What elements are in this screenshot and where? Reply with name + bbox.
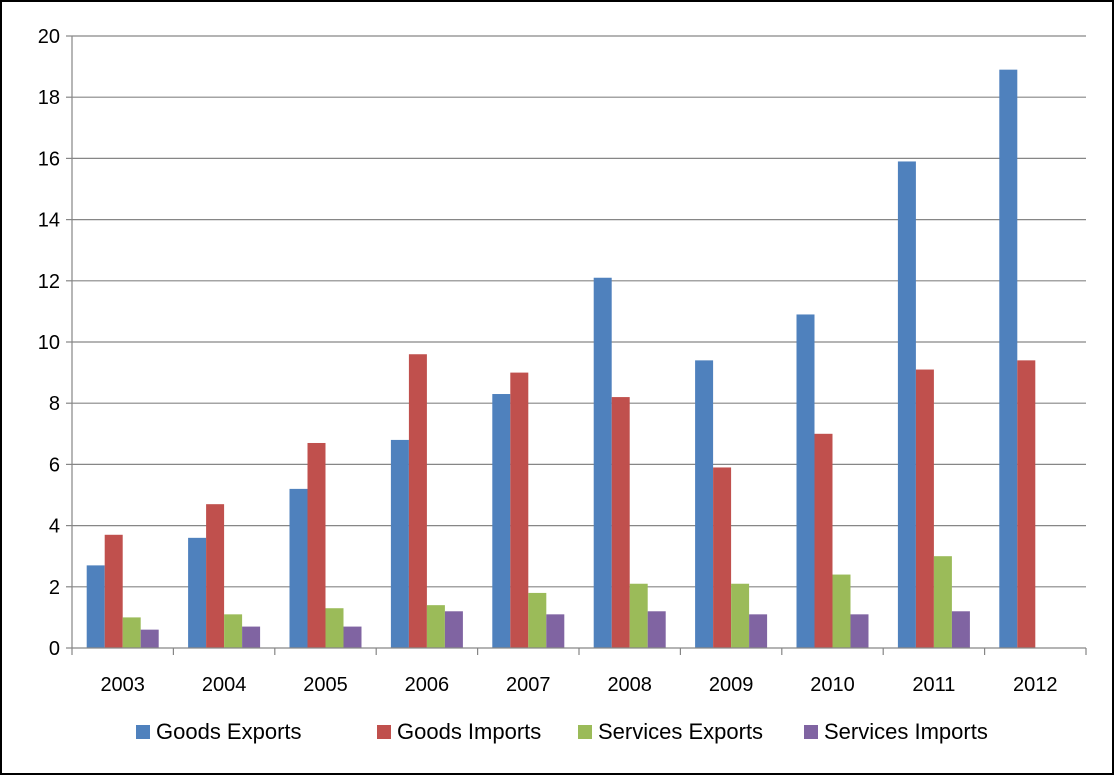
x-tick-label: 2009 xyxy=(709,674,754,696)
x-tick-label: 2011 xyxy=(912,674,955,696)
bar-services-exports-2005 xyxy=(325,608,344,648)
legend-label-services-exports: Services Exports xyxy=(598,719,763,744)
legend: Goods Exports Goods Imports Services Expor… xyxy=(136,719,988,744)
y-tick-label: 12 xyxy=(38,271,60,293)
bar-goods-imports-2010 xyxy=(814,433,833,648)
legend-label-goods-exports: Goods Exports xyxy=(156,719,302,744)
bar-goods-exports-2006 xyxy=(390,439,409,648)
bar-services-exports-2007 xyxy=(528,592,547,648)
bar-services-exports-2008 xyxy=(629,583,648,648)
bar-services-exports-2010 xyxy=(832,574,851,648)
y-axis-tick-labels: 0 2 4 6 8 10 12 14 16 18 20 xyxy=(38,26,60,660)
bar-goods-imports-2009 xyxy=(713,467,732,648)
y-tick-label: 2 xyxy=(49,577,60,599)
bar-goods-imports-2012 xyxy=(1017,360,1036,648)
axes xyxy=(71,36,1087,655)
bars xyxy=(86,69,1036,648)
y-tick-label: 16 xyxy=(38,148,60,170)
y-tick-label: 0 xyxy=(49,638,60,660)
bar-services-imports-2007 xyxy=(546,614,565,648)
bar-services-imports-2005 xyxy=(343,626,362,648)
legend-swatch-services-imports xyxy=(804,725,818,739)
x-tick-label: 2008 xyxy=(607,674,652,696)
bar-goods-exports-2008 xyxy=(593,277,612,648)
bar-services-exports-2009 xyxy=(731,583,750,648)
bar-goods-imports-2003 xyxy=(104,534,123,648)
x-tick-label: 2005 xyxy=(303,674,348,696)
x-tick-label: 2012 xyxy=(1013,674,1058,696)
bar-goods-exports-2010 xyxy=(796,314,815,648)
bar-goods-imports-2007 xyxy=(510,372,529,648)
bar-services-imports-2011 xyxy=(951,611,970,648)
bar-services-imports-2009 xyxy=(749,614,768,648)
bar-services-exports-2004 xyxy=(224,614,243,648)
legend-swatch-goods-imports xyxy=(377,725,391,739)
bar-services-imports-2010 xyxy=(850,614,869,648)
bar-services-imports-2003 xyxy=(140,629,159,648)
y-tick-label: 6 xyxy=(49,454,60,476)
x-axis-tick-labels: 2003 2004 2005 2006 2007 2008 2009 2010 2011 2012 xyxy=(100,674,1057,696)
bar-services-imports-2006 xyxy=(444,611,463,648)
y-tick-label: 10 xyxy=(38,332,60,354)
bar-goods-exports-2009 xyxy=(695,360,714,648)
bar-services-imports-2008 xyxy=(647,611,666,648)
bar-goods-imports-2008 xyxy=(611,397,630,648)
bar-goods-imports-2004 xyxy=(206,504,225,648)
y-tick-label: 18 xyxy=(38,87,60,109)
bar-goods-imports-2011 xyxy=(915,369,934,648)
bar-goods-exports-2007 xyxy=(492,394,511,648)
legend-label-services-imports: Services Imports xyxy=(824,719,988,744)
bar-services-imports-2004 xyxy=(242,626,261,648)
bar-goods-exports-2004 xyxy=(188,537,207,648)
x-tick-label: 2010 xyxy=(810,674,855,696)
bar-goods-exports-2012 xyxy=(999,69,1018,648)
x-tick-label: 2006 xyxy=(405,674,450,696)
y-tick-label: 14 xyxy=(38,210,60,232)
x-tick-label: 2004 xyxy=(202,674,247,696)
x-tick-label: 2003 xyxy=(100,674,145,696)
bar-goods-exports-2005 xyxy=(289,488,308,648)
y-tick-label: 8 xyxy=(49,393,60,415)
y-tick-label: 20 xyxy=(38,26,60,48)
bar-goods-exports-2003 xyxy=(86,565,105,648)
legend-label-goods-imports: Goods Imports xyxy=(397,719,541,744)
bar-services-exports-2006 xyxy=(426,605,445,648)
x-tick-label: 2007 xyxy=(506,674,551,696)
bar-services-exports-2003 xyxy=(122,617,141,648)
bar-goods-imports-2006 xyxy=(408,354,427,648)
bar-goods-imports-2005 xyxy=(307,442,326,648)
bar-goods-exports-2011 xyxy=(897,161,916,648)
legend-swatch-services-exports xyxy=(578,725,592,739)
bar-services-exports-2011 xyxy=(933,556,952,648)
legend-swatch-goods-exports xyxy=(136,725,150,739)
y-tick-label: 4 xyxy=(49,516,60,538)
